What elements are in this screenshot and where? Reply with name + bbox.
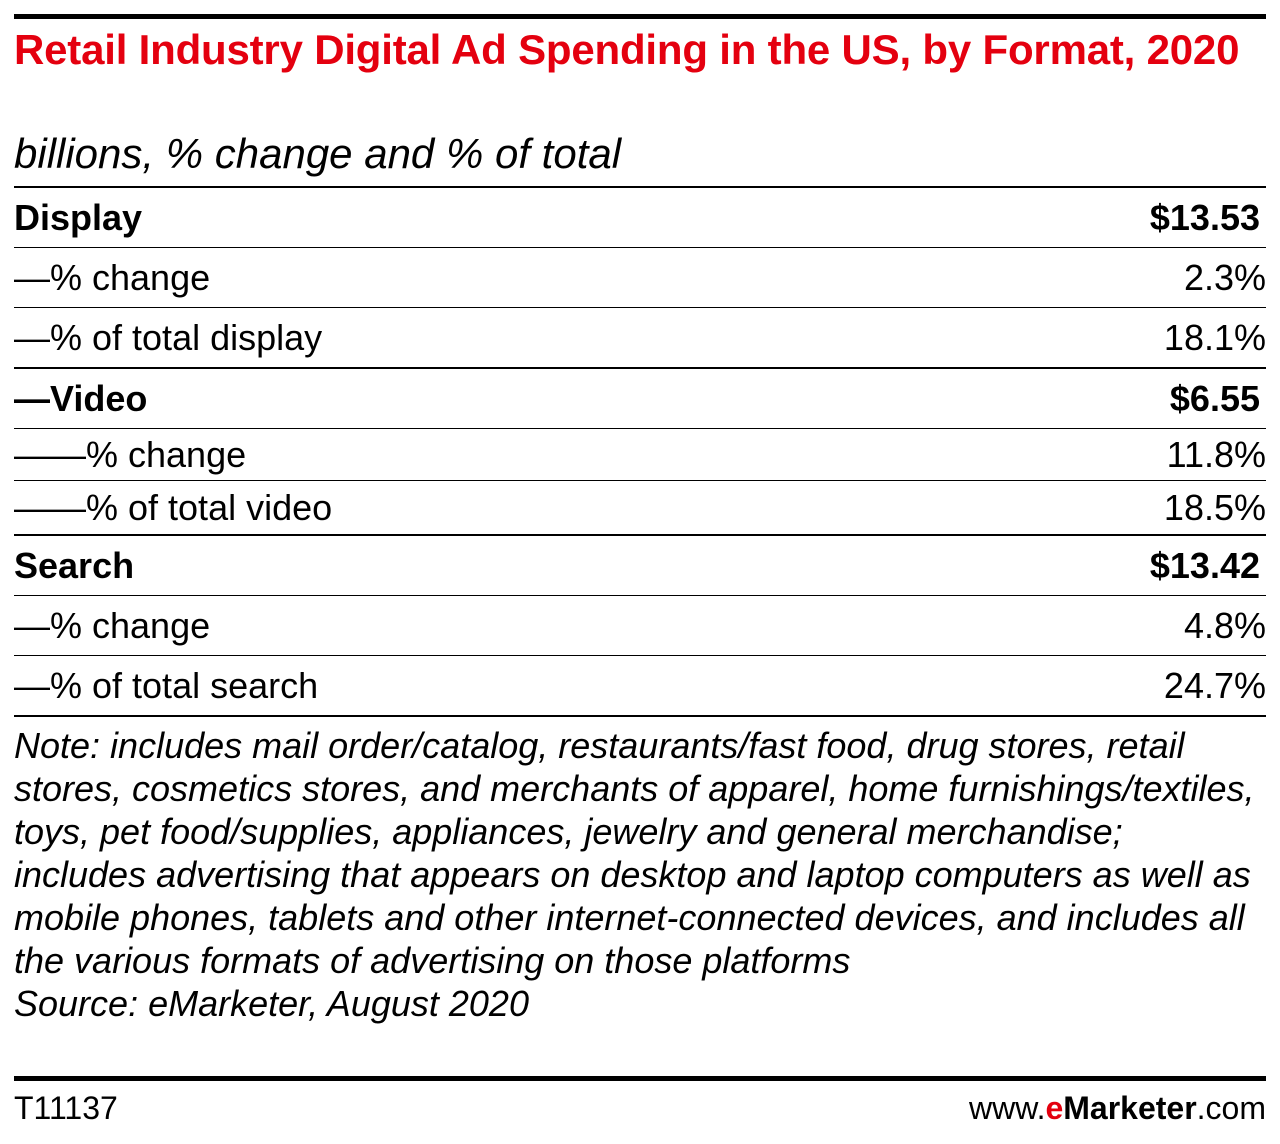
data-table: Display $13.53 —% change 2.3% —% of total di…	[14, 188, 1266, 717]
table-row: —% of total display 18.1%	[14, 308, 1266, 367]
table-row: ——% of total video 18.5%	[14, 481, 1266, 534]
row-value: 4.8%	[1183, 604, 1266, 646]
row-label: —% change	[14, 604, 211, 646]
row-label: Display	[14, 196, 143, 238]
table-top-rule	[14, 186, 1266, 188]
row-label: —% of total display	[14, 316, 323, 358]
brand-name: Marketer	[1063, 1090, 1197, 1126]
row-label: —Video	[14, 377, 148, 419]
row-divider	[14, 595, 1266, 596]
row-label: —% change	[14, 256, 211, 298]
group-divider	[14, 534, 1266, 536]
row-divider	[14, 247, 1266, 248]
row-value: 24.7%	[1163, 664, 1266, 706]
table-bottom-rule	[14, 715, 1266, 717]
table-row: —% change 2.3%	[14, 248, 1266, 307]
chart-id: T11137	[14, 1090, 118, 1126]
table-row: —% of total search 24.7%	[14, 656, 1266, 715]
row-value: $6.55	[1169, 377, 1260, 419]
table-row: Search $13.42	[14, 536, 1266, 595]
row-divider	[14, 655, 1266, 656]
brand-suffix: .com	[1196, 1090, 1266, 1126]
brand-prefix: www.	[969, 1090, 1046, 1126]
brand-e: e	[1045, 1090, 1064, 1126]
note-block: Note: includes mail order/catalog, resta…	[14, 724, 1264, 1025]
note-text: Note: includes mail order/catalog, resta…	[14, 725, 1255, 981]
row-divider	[14, 307, 1266, 308]
row-divider	[14, 428, 1266, 429]
row-label: ——% change	[14, 433, 247, 475]
group-divider	[14, 367, 1266, 369]
table-row: ——% change 11.8%	[14, 429, 1266, 480]
row-divider	[14, 480, 1266, 481]
row-label: —% of total search	[14, 664, 319, 706]
source-text: Source: eMarketer, August 2020	[14, 983, 529, 1024]
bottom-rule	[14, 1076, 1266, 1081]
row-value: 18.1%	[1163, 316, 1266, 358]
row-value: $13.42	[1149, 544, 1260, 586]
row-value: 18.5%	[1163, 486, 1266, 528]
brand-link[interactable]: www.eMarketer.com	[969, 1088, 1266, 1128]
table-row: Display $13.53	[14, 188, 1266, 247]
chart-title: Retail Industry Digital Ad Spending in t…	[14, 26, 1240, 73]
table-row: —% change 4.8%	[14, 596, 1266, 655]
table-row: —Video $6.55	[14, 369, 1266, 428]
row-value: 2.3%	[1183, 256, 1266, 298]
row-value: $13.53	[1149, 196, 1260, 238]
row-value: 11.8%	[1166, 433, 1266, 475]
chart-subtitle: billions, % change and % of total	[14, 130, 622, 177]
row-label: ——% of total video	[14, 486, 333, 528]
top-rule	[14, 14, 1266, 19]
row-label: Search	[14, 544, 135, 586]
